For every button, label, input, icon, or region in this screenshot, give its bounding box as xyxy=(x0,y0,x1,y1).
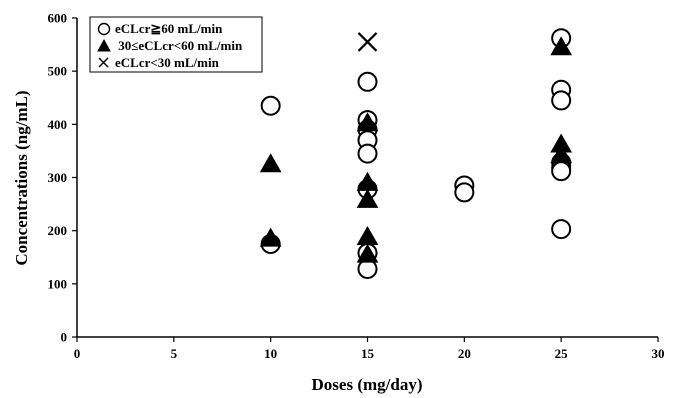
data-markers xyxy=(259,28,573,279)
legend-x-marker xyxy=(98,57,109,68)
x-tick-label: 30 xyxy=(652,346,665,361)
data-point-x xyxy=(357,32,378,52)
x-tick-label: 0 xyxy=(74,346,81,361)
legend-triangle-marker xyxy=(97,38,111,52)
legend-label-series-2: 30≤eCLcr<60 mL/min xyxy=(115,38,243,53)
y-tick-label: 100 xyxy=(48,276,68,291)
data-point-circle xyxy=(357,143,378,164)
data-point-circle xyxy=(551,219,572,240)
data-point-triangle xyxy=(259,153,282,173)
legend: eCLcr≧60 mL/min 30≤eCLcr<60 mL/min eCLcr… xyxy=(89,16,263,73)
data-point-triangle xyxy=(550,36,573,56)
data-point-triangle xyxy=(259,227,282,247)
y-tick-label: 400 xyxy=(48,117,68,132)
data-point-triangle xyxy=(356,112,379,132)
data-point-triangle xyxy=(356,226,379,246)
y-tick-label: 200 xyxy=(48,223,68,238)
y-tick-label: 600 xyxy=(48,11,68,26)
ticks xyxy=(72,17,659,342)
legend-label-series-1: eCLcr≧60 mL/min xyxy=(115,21,223,36)
legend-label-series-3: eCLcr<30 mL/min xyxy=(115,55,220,70)
data-point-triangle xyxy=(550,144,573,164)
x-tick-label: 25 xyxy=(555,346,569,361)
x-tick-label: 15 xyxy=(361,346,375,361)
legend-circle-marker xyxy=(97,22,111,36)
data-point-circle xyxy=(551,161,572,182)
y-tick-label: 500 xyxy=(48,64,68,79)
y-tick-label: 0 xyxy=(61,330,68,345)
legend-box xyxy=(89,16,263,73)
x-axis-title: Doses (mg/day) xyxy=(312,375,423,394)
x-tick-label: 20 xyxy=(458,346,471,361)
data-point-circle xyxy=(357,258,378,279)
x-tick-label: 10 xyxy=(264,346,277,361)
data-point-circle xyxy=(551,90,572,111)
data-point-circle xyxy=(454,182,475,203)
data-point-triangle xyxy=(356,171,379,191)
x-tick-label: 5 xyxy=(171,346,178,361)
data-point-triangle xyxy=(356,243,379,263)
y-tick-label: 300 xyxy=(48,170,68,185)
data-point-circle xyxy=(357,71,378,92)
y-axis-title: Concentrations (ng/mL) xyxy=(12,90,31,265)
data-point-triangle xyxy=(356,188,379,208)
data-point-circle xyxy=(260,95,281,116)
